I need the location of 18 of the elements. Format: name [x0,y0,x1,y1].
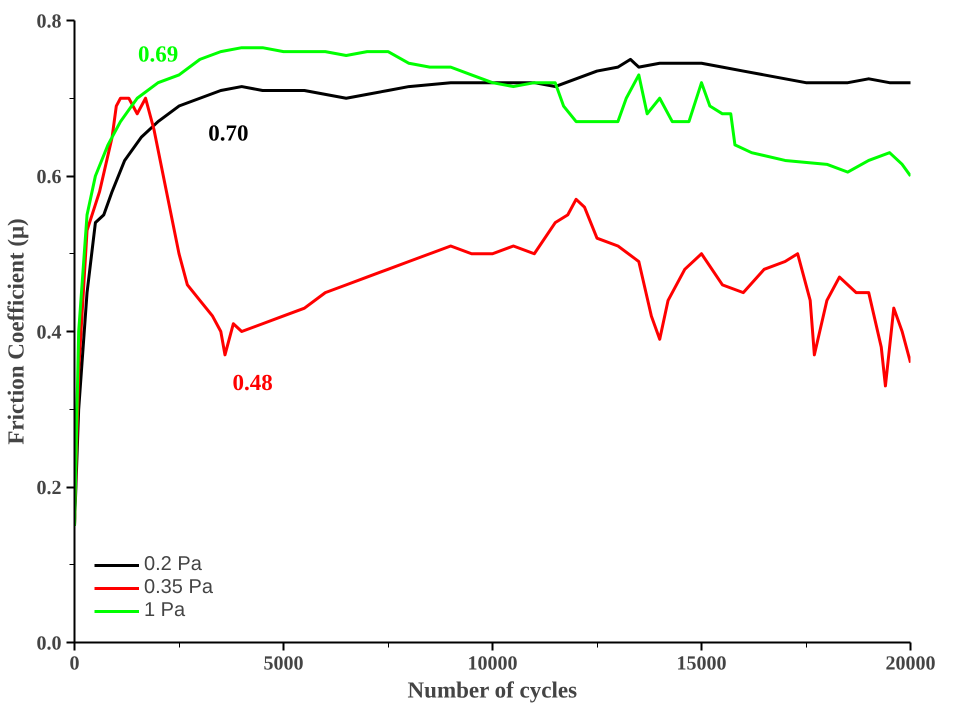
annotation: 0.48 [232,370,273,395]
x-tick-label: 0 [70,652,80,674]
y-tick-label: 0.0 [36,632,62,654]
y-axis-title: Friction Coefficient (μ) [4,218,28,445]
x-tick-label: 20000 [886,652,936,674]
y-tick-label: 0.2 [36,477,62,499]
annotation: 0.69 [138,41,178,66]
annotation: 0.70 [208,120,248,146]
legend-label: 1 Pa [144,599,186,622]
legend-label: 0.35 Pa [144,576,213,599]
x-axis-title: Number of cycles [408,678,578,702]
x-tick-label: 5000 [264,652,304,674]
x-tick-label: 15000 [676,652,726,674]
y-tick-label: 0.4 [36,322,62,344]
x-tick-label: 10000 [468,652,518,674]
y-tick-label: 0.6 [36,166,62,188]
y-tick-label: 0.8 [36,10,62,32]
legend-label: 0.2 Pa [144,553,202,576]
